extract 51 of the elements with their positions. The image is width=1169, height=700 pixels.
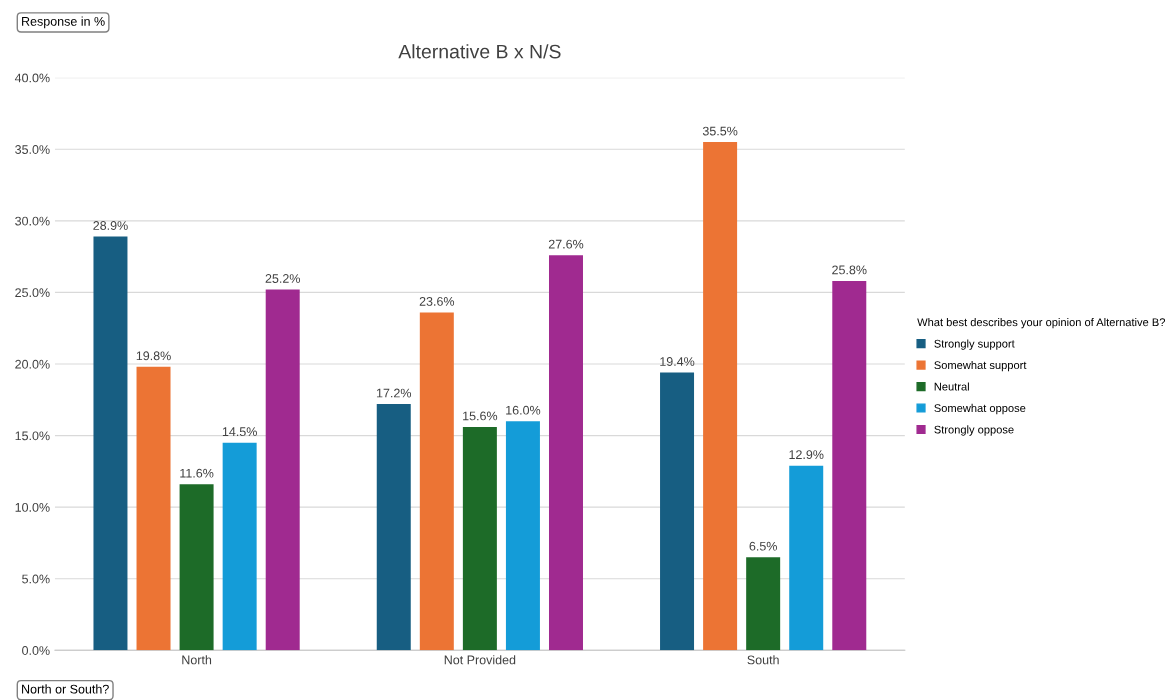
data-label: 12.9% bbox=[789, 450, 824, 459]
bar bbox=[660, 372, 695, 651]
y-tick-label: 30.0% bbox=[15, 216, 50, 226]
chart-title: Alternative B x N/S bbox=[398, 44, 561, 59]
bar bbox=[265, 289, 300, 651]
data-label: 19.4% bbox=[660, 357, 695, 366]
data-label: 14.5% bbox=[222, 427, 257, 437]
legend-label: Strongly support bbox=[934, 339, 1015, 350]
y-tick-label: 5.0% bbox=[22, 574, 50, 584]
y-tick-label: 15.0% bbox=[15, 431, 50, 441]
bar bbox=[462, 426, 497, 651]
data-label: 17.2% bbox=[376, 388, 412, 398]
bar bbox=[549, 255, 583, 651]
y-tick-label: 40.0% bbox=[14, 73, 50, 83]
data-label: 6.5% bbox=[749, 541, 777, 551]
bar bbox=[789, 465, 824, 651]
bar bbox=[179, 484, 214, 651]
y-tick-label: 0.0% bbox=[22, 646, 50, 655]
y-tick-label: 35.0% bbox=[15, 145, 50, 154]
data-label: 16.0% bbox=[506, 405, 541, 415]
legend-label: Somewhat oppose bbox=[934, 403, 1026, 415]
bar bbox=[746, 557, 781, 651]
bar bbox=[93, 236, 128, 651]
bar bbox=[505, 421, 540, 651]
y-tick-label: 25.0% bbox=[15, 288, 50, 298]
data-label: 11.6% bbox=[180, 468, 214, 478]
bar bbox=[419, 312, 454, 651]
y-axis-title: Response in % bbox=[22, 16, 105, 29]
legend-label: Somewhat support bbox=[934, 360, 1027, 372]
bar bbox=[376, 404, 411, 651]
bar bbox=[703, 142, 738, 651]
data-label: 25.2% bbox=[265, 274, 300, 283]
data-label: 35.5% bbox=[702, 126, 738, 136]
x-tick-label: North bbox=[182, 655, 212, 665]
data-label: 15.6% bbox=[463, 411, 498, 421]
bar bbox=[136, 366, 171, 651]
legend-label: Strongly oppose bbox=[934, 425, 1014, 436]
y-tick-label: 20.0% bbox=[15, 359, 50, 369]
x-tick-label: Not Provided bbox=[444, 655, 516, 665]
legend-label: Neutral bbox=[934, 382, 969, 391]
legend-title: What best describes your opinion of Alternative B? bbox=[917, 318, 1166, 329]
data-label: 19.8% bbox=[136, 351, 171, 361]
data-label: 23.6% bbox=[419, 296, 455, 306]
y-tick-label: 10.0% bbox=[15, 502, 50, 512]
bar bbox=[222, 442, 257, 651]
x-axis-title: North or South? bbox=[22, 684, 109, 694]
data-label: 25.8% bbox=[832, 265, 867, 275]
data-label: 27.6% bbox=[548, 239, 584, 249]
data-label: 28.9% bbox=[93, 221, 128, 230]
x-tick-label: South bbox=[747, 655, 779, 665]
bar bbox=[832, 280, 867, 651]
